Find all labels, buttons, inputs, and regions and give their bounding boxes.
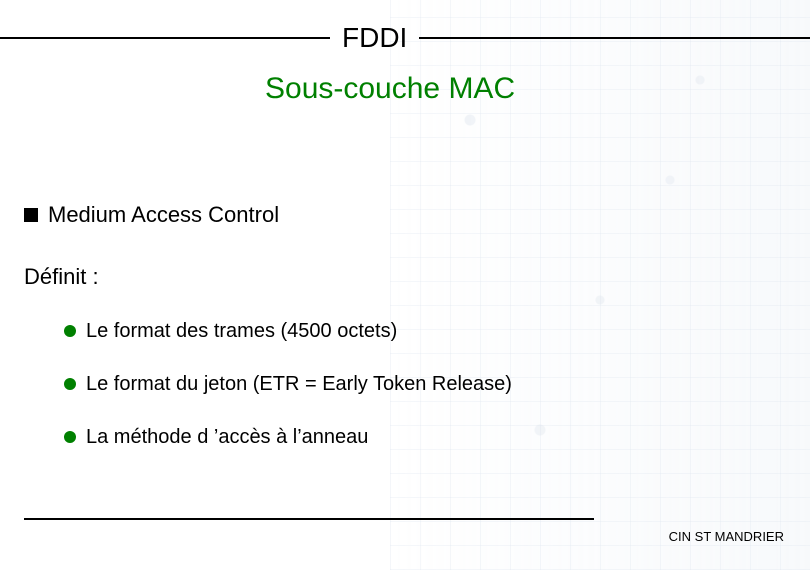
bullet-item: Le format des trames (4500 octets) — [64, 320, 810, 343]
heading-text: Medium Access Control — [48, 202, 279, 228]
header-title: FDDI — [338, 22, 411, 54]
header-rule-right — [419, 37, 810, 39]
slide-body: Medium Access Control Définit : Le forma… — [0, 106, 810, 449]
header-title-row: FDDI — [0, 0, 810, 54]
slide-subtitle: Sous-couche MAC — [265, 72, 810, 106]
header-rule-left — [0, 37, 330, 39]
footer-rule — [24, 518, 594, 520]
bullet-text: La méthode d ’accès à l’anneau — [86, 426, 368, 449]
footer-org: CIN ST MANDRIER — [669, 529, 784, 544]
bullet-item: Le format du jeton (ETR = Early Token Re… — [64, 373, 810, 396]
circle-bullet-icon — [64, 378, 76, 390]
circle-bullet-icon — [64, 431, 76, 443]
definit-label: Définit : — [24, 264, 810, 290]
bullet-text: Le format des trames (4500 octets) — [86, 320, 397, 343]
square-bullet-icon — [24, 208, 38, 222]
bullet-text: Le format du jeton (ETR = Early Token Re… — [86, 373, 512, 396]
bullet-item: La méthode d ’accès à l’anneau — [64, 426, 810, 449]
circle-bullet-icon — [64, 325, 76, 337]
heading-level-1: Medium Access Control — [24, 202, 810, 228]
